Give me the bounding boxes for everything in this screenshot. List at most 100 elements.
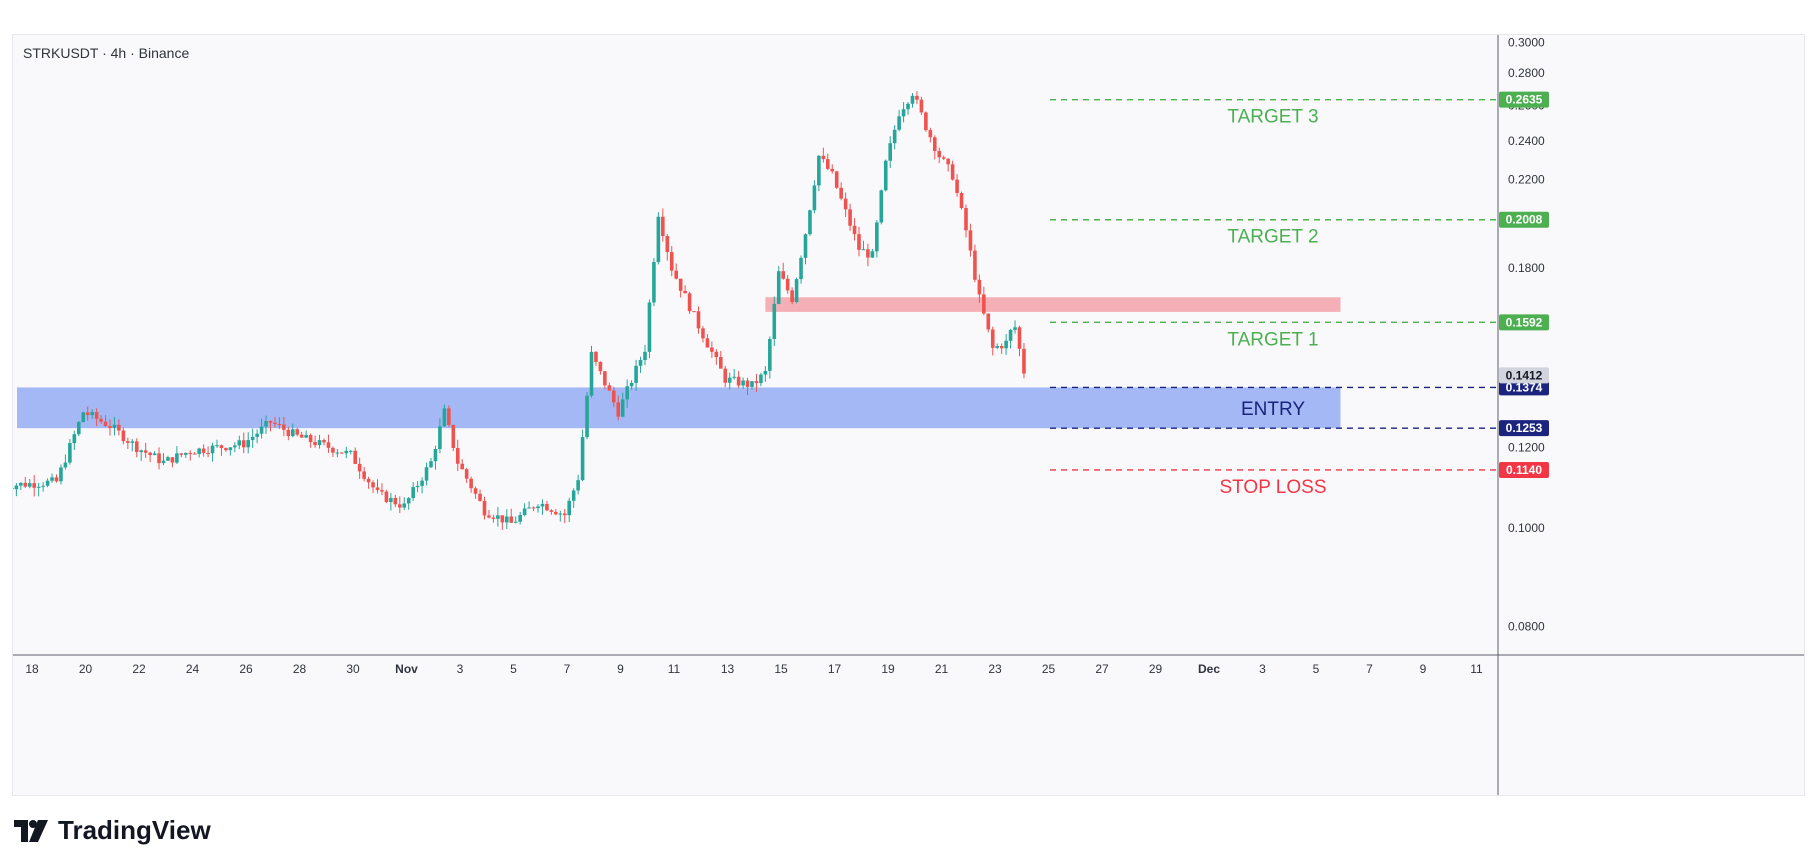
- candle-body: [687, 293, 692, 312]
- candle-body: [723, 368, 728, 383]
- candle-body: [455, 447, 460, 464]
- candle-body: [134, 441, 139, 453]
- candle-body: [928, 130, 933, 138]
- candle-body: [233, 445, 237, 448]
- candles-layer: [13, 91, 1026, 530]
- candle-body: [674, 270, 679, 279]
- entry-bottom-tag-text: 0.1253: [1506, 421, 1543, 435]
- candle-body: [206, 452, 210, 454]
- candle-body: [326, 442, 331, 448]
- candle-body: [148, 452, 152, 456]
- target-2-label: TARGET 2: [1227, 227, 1318, 248]
- candle-body: [656, 216, 661, 263]
- candle-body: [362, 471, 366, 479]
- candle-body: [112, 424, 117, 428]
- price-tick-label: 0.1000: [1508, 521, 1545, 535]
- candle-body: [447, 408, 451, 425]
- candle-body: [246, 440, 251, 448]
- candle-body: [442, 408, 447, 427]
- candle-body: [402, 503, 407, 508]
- candle-body: [669, 252, 674, 271]
- candle-body: [741, 380, 745, 386]
- candle-body: [491, 517, 496, 519]
- candle-body: [170, 457, 175, 463]
- candle-body: [843, 198, 848, 210]
- candle-body: [852, 225, 857, 235]
- candle-body: [817, 155, 821, 186]
- time-tick-label: 18: [25, 662, 39, 676]
- candle-body: [562, 513, 567, 516]
- candle-body: [63, 462, 68, 468]
- candle-body: [607, 385, 612, 391]
- tradingview-logo-icon: [14, 819, 48, 842]
- candle-body: [1013, 327, 1017, 330]
- candle-body: [76, 422, 81, 435]
- target-1-tag-text: 0.1592: [1506, 315, 1543, 329]
- candle-body: [152, 453, 157, 456]
- candle-body: [990, 329, 995, 348]
- candle-body: [759, 374, 763, 384]
- candle-body: [1022, 348, 1026, 374]
- chart-panel[interactable]: TARGET 3 TARGET 2 TARGET 1 ENTRY STOP LOSS 0…: [12, 34, 1805, 796]
- target-3-tag-text: 0.2635: [1506, 93, 1543, 107]
- candle-body: [192, 453, 197, 455]
- candle-body: [531, 507, 536, 509]
- candle-body: [59, 467, 63, 482]
- candle-body: [611, 390, 616, 403]
- candle-body: [27, 483, 32, 487]
- candle-body: [866, 249, 870, 258]
- candle-body: [482, 500, 487, 516]
- candle-body: [161, 460, 166, 464]
- price-chart[interactable]: TARGET 3 TARGET 2 TARGET 1 ENTRY STOP LOSS 0…: [13, 35, 1804, 795]
- candle-body: [834, 171, 839, 188]
- tradingview-logo[interactable]: TradingView: [14, 815, 211, 846]
- candle-body: [36, 486, 41, 488]
- candle-body: [478, 493, 482, 501]
- target-3-tag: [1499, 91, 1549, 108]
- candle-body: [99, 418, 103, 422]
- candle-body: [85, 412, 90, 416]
- candle-body: [647, 302, 652, 352]
- candle-body: [861, 249, 866, 251]
- target-1-tag: [1499, 314, 1549, 331]
- time-tick-label: 3: [457, 662, 464, 676]
- candle-body: [277, 424, 282, 426]
- candle-body: [509, 516, 514, 523]
- candle-body: [460, 463, 465, 470]
- candle-body: [290, 429, 295, 437]
- candle-body: [643, 351, 647, 361]
- candle-body: [821, 155, 826, 160]
- candle-body: [589, 351, 594, 396]
- candle-body: [661, 216, 665, 237]
- last-price-tag-text: 0.1412: [1506, 368, 1543, 382]
- target-2-tag: [1499, 211, 1549, 228]
- time-tick-label: 3: [1259, 662, 1266, 676]
- candle-body: [139, 450, 144, 453]
- axes-layer: 0.30000.28000.26000.24000.22000.18000.12…: [13, 35, 1804, 795]
- candle-body: [839, 187, 843, 199]
- candle-body: [825, 159, 830, 169]
- candle-body: [228, 447, 233, 451]
- price-tick-label: 0.2200: [1508, 172, 1545, 186]
- candle-body: [554, 511, 558, 515]
- candle-body: [500, 515, 505, 523]
- candle-body: [603, 371, 607, 386]
- candle-body: [558, 513, 563, 515]
- candle-body: [273, 422, 277, 425]
- candle-body: [219, 445, 224, 449]
- candle-body: [754, 381, 759, 384]
- candle-body: [166, 457, 170, 461]
- candle-body: [397, 504, 402, 508]
- candle-body: [286, 429, 291, 437]
- candle-body: [308, 434, 313, 443]
- candle-body: [790, 290, 794, 302]
- resistance-zone: [765, 297, 1341, 312]
- target-1-label: TARGET 1: [1227, 329, 1318, 350]
- candle-body: [23, 482, 28, 487]
- candle-body: [678, 278, 683, 291]
- candle-body: [295, 429, 300, 435]
- candle-body: [932, 137, 937, 151]
- price-tick-label: 0.0800: [1508, 619, 1545, 633]
- candle-body: [768, 338, 772, 371]
- candle-body: [522, 508, 527, 516]
